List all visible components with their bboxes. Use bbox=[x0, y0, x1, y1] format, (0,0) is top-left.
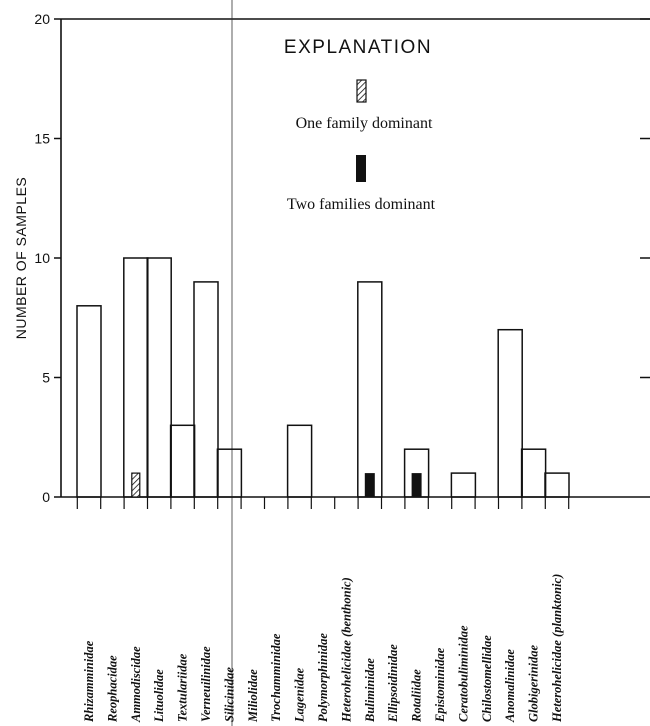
bar-two-families-dominant bbox=[411, 473, 422, 497]
x-tick-label: Epistominidae bbox=[433, 647, 447, 723]
x-tick-label: Lagenidae bbox=[293, 667, 307, 723]
y-tick-label: 5 bbox=[42, 370, 50, 386]
y-axis-ticks: 0 5 10 15 20 bbox=[34, 11, 650, 505]
legend-solid-swatch bbox=[356, 155, 366, 182]
x-tick-label: Buliminidae bbox=[363, 658, 377, 723]
y-tick-label: 20 bbox=[34, 11, 50, 27]
x-tick-label: Silicinidae bbox=[222, 667, 236, 722]
legend: EXPLANATION One family dominant Two fami… bbox=[284, 37, 436, 213]
bar bbox=[544, 472, 570, 498]
x-tick-label: Rotaliidae bbox=[410, 669, 424, 723]
bar bbox=[286, 424, 313, 498]
bar-two-families-dominant bbox=[364, 473, 375, 497]
bar bbox=[216, 448, 243, 498]
y-tick-label: 10 bbox=[34, 250, 50, 266]
legend-hatched-label: One family dominant bbox=[296, 115, 433, 132]
bar bbox=[450, 472, 477, 498]
x-tick-label: Polymorphinidae bbox=[316, 633, 330, 722]
x-tick-label: Globigerinidae bbox=[527, 644, 541, 722]
x-tick-label: Reophacidae bbox=[105, 655, 119, 723]
bar bbox=[193, 281, 219, 498]
bar bbox=[520, 448, 547, 498]
x-tick-label: Verneuilinidae bbox=[199, 646, 213, 722]
x-tick-label: Lituolidae bbox=[152, 669, 166, 723]
x-axis-ticks bbox=[76, 497, 570, 509]
bar bbox=[146, 257, 172, 498]
bar bbox=[169, 424, 196, 498]
x-tick-label: Ceratobuliminidae bbox=[456, 625, 470, 722]
bar bbox=[497, 328, 523, 498]
x-tick-label: Trochamminidae bbox=[269, 633, 283, 722]
x-tick-label: Chilostomellidae bbox=[480, 635, 494, 722]
x-tick-label: Heterohelicidae (benthonic) bbox=[339, 577, 353, 723]
x-tick-label: Textulariidae bbox=[176, 653, 190, 722]
bar bbox=[357, 281, 383, 498]
x-tick-label: Heterohelicidae (planktonic) bbox=[550, 574, 564, 723]
bar-one-family-dominant bbox=[131, 472, 141, 498]
y-tick-label: 15 bbox=[34, 131, 50, 147]
bar bbox=[76, 305, 102, 498]
y-tick-label: 0 bbox=[42, 489, 50, 505]
y-axis-title: NUMBER OF SAMPLES bbox=[13, 177, 29, 340]
category-labels: Rhizamminidae Reophacidae Ammodiscidae Litu… bbox=[82, 574, 564, 723]
x-tick-label: Ellipsoidinidae bbox=[386, 644, 400, 723]
legend-hatched-swatch bbox=[356, 79, 367, 103]
x-tick-label: Miliolidae bbox=[246, 669, 260, 723]
x-tick-label: Anomalinidae bbox=[503, 649, 517, 723]
bar bbox=[123, 257, 149, 498]
legend-title: EXPLANATION bbox=[284, 37, 432, 58]
x-tick-label: Rhizamminidae bbox=[82, 640, 96, 723]
x-tick-label: Ammodiscidae bbox=[129, 646, 143, 723]
bars bbox=[76, 257, 570, 498]
legend-solid-label: Two families dominant bbox=[287, 196, 436, 213]
